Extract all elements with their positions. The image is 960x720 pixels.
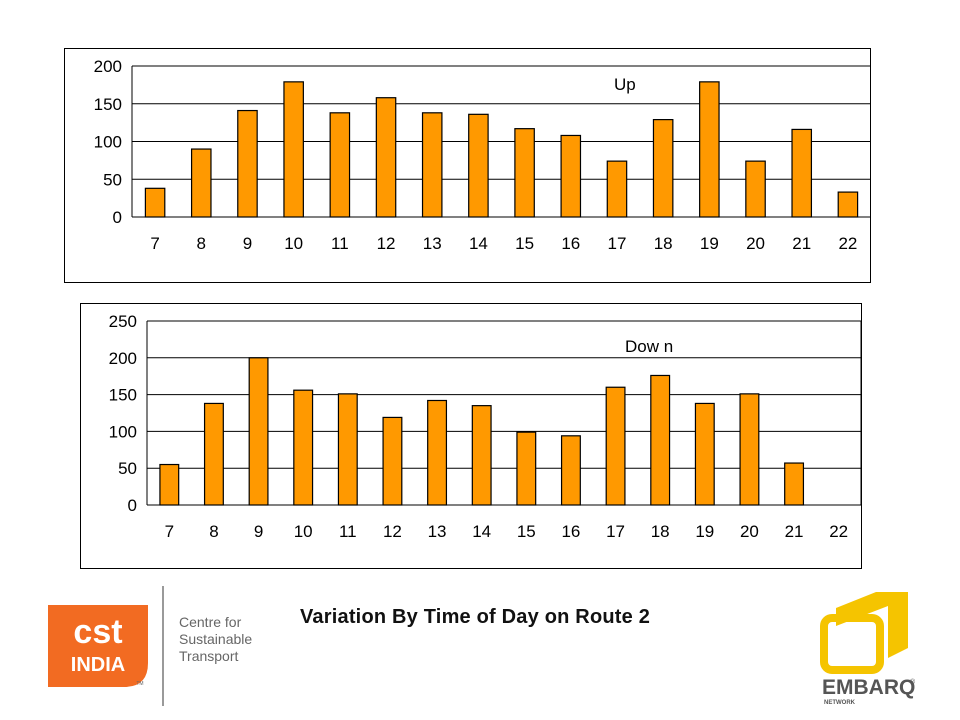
bar [514, 128, 535, 218]
cst-name: Centre for Sustainable Transport [179, 614, 252, 665]
chart-down-panel: 0 50 100 150 200 250 7 8 9 10 11 12 13 14 15 16 17 18 19 20… [80, 303, 862, 569]
x-tick-label: 14 [472, 522, 491, 541]
embarq-logo: EMBARQ ® NETWORK [820, 592, 916, 706]
x-tick-label: 8 [197, 234, 206, 253]
x-tick-label: 16 [561, 234, 580, 253]
cst-logo-text-india: INDIA [71, 654, 125, 676]
chart-up: 0 50 100 150 200 7 8 9 10 11 12 13 14 15 16 17 18 19 20 21 2… [94, 57, 870, 253]
bar [329, 112, 351, 218]
bar [699, 81, 720, 218]
bar [739, 393, 760, 506]
x-tick-label: 15 [515, 234, 534, 253]
x-tick-label: 18 [651, 522, 670, 541]
bar [837, 191, 859, 218]
cst-logo-text-cst: cst [73, 613, 122, 651]
y-tick-label: 200 [94, 57, 122, 76]
x-tick-label: 11 [331, 234, 349, 253]
bar [248, 357, 269, 506]
x-tick-label: 17 [608, 234, 627, 253]
y-tick-label: 0 [128, 496, 137, 515]
x-tick-label: 21 [792, 234, 811, 253]
y-tick-label: 50 [103, 170, 122, 189]
y-tick-label: 150 [94, 95, 122, 114]
bar [516, 431, 537, 506]
bar [606, 160, 628, 218]
x-tick-label: 20 [740, 522, 759, 541]
x-tick-label: 22 [838, 234, 857, 253]
cst-name-line-2: Sustainable [179, 631, 253, 647]
bar [468, 113, 489, 218]
bar [784, 462, 805, 506]
bar [652, 119, 674, 218]
y-tick-label: 150 [109, 386, 137, 405]
bar [560, 435, 581, 506]
cst-divider [162, 586, 164, 706]
x-tick-label: 14 [469, 234, 488, 253]
slide-title: Variation By Time of Day on Route 2 [300, 606, 651, 628]
x-tick-label: 8 [209, 522, 218, 541]
x-tick-label: 20 [746, 234, 765, 253]
bar [283, 81, 304, 218]
x-tick-label: 12 [377, 234, 396, 253]
cst-name-line-3: Transport [179, 648, 239, 664]
chart-down: 0 50 100 150 200 250 7 8 9 10 11 12 13 14 15 16 17 18 19 20… [109, 312, 861, 541]
x-tick-label: 7 [150, 234, 159, 253]
x-tick-label: 11 [339, 522, 357, 541]
y-tick-label: 250 [109, 312, 137, 331]
bar [337, 393, 358, 506]
series-annotation: Up [614, 75, 636, 94]
embarq-logo-text: EMBARQ [822, 676, 915, 699]
embarq-logo-registered: ® [910, 678, 916, 686]
cst-india-logo: cst INDIA TM [48, 605, 148, 687]
x-tick-label: 9 [243, 234, 252, 253]
bar [745, 160, 766, 218]
x-tick-label: 13 [423, 234, 442, 253]
bar [471, 405, 492, 506]
x-tick-label: 15 [517, 522, 536, 541]
bar [203, 402, 224, 506]
x-tick-label: 16 [561, 522, 580, 541]
bar [791, 128, 813, 218]
embarq-logo-subtext: NETWORK [824, 700, 856, 706]
bar [421, 112, 443, 218]
x-tick-label: 7 [165, 522, 174, 541]
x-tick-label: 10 [294, 522, 313, 541]
x-tick-label: 10 [284, 234, 303, 253]
x-tick-label: 12 [383, 522, 402, 541]
x-tick-label: 18 [654, 234, 673, 253]
y-tick-label: 0 [113, 208, 122, 227]
y-tick-label: 100 [94, 133, 122, 152]
bar [190, 148, 212, 218]
y-tick-label: 100 [109, 422, 137, 441]
bar [427, 399, 448, 506]
cst-logo-trademark: TM [136, 681, 143, 687]
x-tick-label: 19 [695, 522, 714, 541]
bar [605, 386, 626, 506]
bar [375, 97, 397, 218]
bar [560, 134, 582, 218]
y-tick-label: 200 [109, 349, 137, 368]
bar [293, 389, 314, 506]
cst-name-line-1: Centre for [179, 614, 242, 630]
bar [237, 109, 258, 218]
bar [694, 402, 715, 506]
bar [159, 463, 180, 506]
bar [382, 416, 403, 506]
x-tick-label: 13 [428, 522, 447, 541]
x-tick-label: 21 [785, 522, 804, 541]
x-tick-label: 17 [606, 522, 625, 541]
bar [144, 187, 166, 218]
series-annotation: Dow n [625, 337, 673, 356]
chart-up-panel: 0 50 100 150 200 7 8 9 10 11 12 13 14 15 16 17 18 19 20 21 2… [64, 48, 871, 283]
x-tick-label: 19 [700, 234, 719, 253]
x-tick-label: 9 [254, 522, 263, 541]
x-tick-label: 22 [829, 522, 848, 541]
bar [650, 374, 671, 506]
y-tick-label: 50 [118, 459, 137, 478]
